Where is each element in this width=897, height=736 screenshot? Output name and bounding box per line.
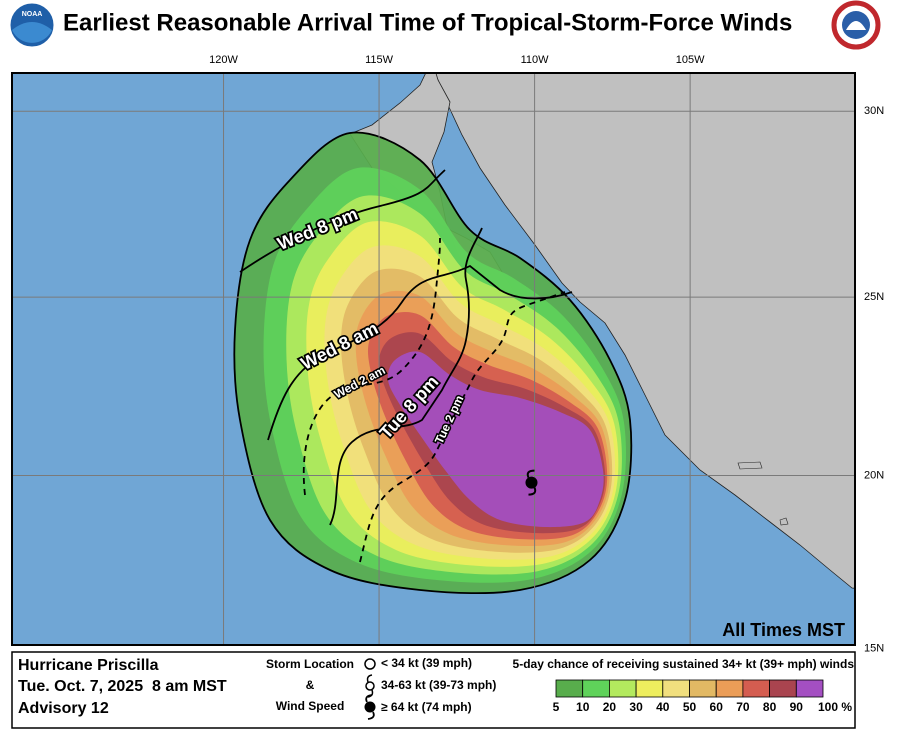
legend-tick-label: 50 <box>683 700 697 714</box>
legend-tick-label: 30 <box>629 700 643 714</box>
legend-swatch <box>635 679 664 698</box>
legend-tick-label: 60 <box>710 700 724 714</box>
storm-group <box>525 469 538 496</box>
storm-symbol <box>526 469 537 496</box>
map-area: Wed 8 pm Wed 8 am Wed 2 am Tue 8 pm Tue … <box>12 73 855 645</box>
contour-line <box>267 264 573 441</box>
legend: 5 10 20 30 40 50 60 70 80 90 100 % <box>553 679 852 714</box>
noaa-logo: NOAA <box>9 2 55 48</box>
storm-location <box>525 476 538 489</box>
island <box>779 517 789 526</box>
contour-line <box>239 169 446 273</box>
legend-swatch <box>609 679 637 698</box>
legend-title: 5-day chance of receiving sustained 34+ … <box>513 657 855 671</box>
advisory-time: Tue. Oct. 7, 2025 8 am MST <box>18 678 227 695</box>
key-symbol <box>364 694 376 720</box>
island <box>737 461 763 470</box>
contour-line <box>359 291 566 563</box>
map-frame <box>11 72 856 646</box>
legend-tick-label: 5 <box>553 700 560 714</box>
key-symbol <box>365 674 375 698</box>
land <box>434 73 855 589</box>
lon-tick-label: 120W <box>209 54 238 66</box>
key-title: & <box>306 678 315 692</box>
lat-tick-label: 20N <box>864 469 884 481</box>
legend-tick-label: 70 <box>736 700 750 714</box>
legend-swatch <box>582 679 610 698</box>
probability-band <box>387 351 604 528</box>
legend-tick-label: 40 <box>656 700 670 714</box>
key-item: < 34 kt (39 mph) <box>381 656 472 670</box>
contours <box>239 169 573 563</box>
legend-tick-label: 10 <box>576 700 590 714</box>
legend-tick-label: 100 % <box>818 700 852 714</box>
key-item: 34-63 kt (39-73 mph) <box>381 678 496 692</box>
nws-logo <box>831 0 881 50</box>
legend-swatch <box>689 679 717 698</box>
contour-line <box>329 227 483 526</box>
legend-swatch <box>795 679 824 698</box>
contour-line <box>302 237 441 496</box>
lon-tick-label: 110W <box>521 54 550 66</box>
time-note: All Times MST <box>722 620 845 640</box>
legend-tick-label: 20 <box>603 700 617 714</box>
lat-tick-label: 25N <box>864 291 884 303</box>
advisory-number: Advisory 12 <box>18 700 109 717</box>
lat-tick-label: 30N <box>864 105 884 117</box>
key-title: Wind Speed <box>276 699 345 713</box>
key-symbol <box>364 658 376 670</box>
legend-tick-label: 80 <box>763 700 777 714</box>
legend-swatch <box>555 679 584 698</box>
legend-swatch <box>769 679 797 698</box>
legend-swatch <box>715 679 744 698</box>
storm-name: Hurricane Priscilla <box>18 657 159 674</box>
key-item: ≥ 64 kt (74 mph) <box>381 700 472 714</box>
grid <box>12 73 855 645</box>
lon-tick-label: 115W <box>365 54 394 66</box>
lat-tick-label: 15N <box>864 642 884 654</box>
title: Earliest Reasonable Arrival Time of Trop… <box>63 9 792 36</box>
key-title: Storm Location <box>266 657 354 671</box>
legend-swatch <box>742 679 771 698</box>
logo-text: NOAA <box>22 11 43 18</box>
legend-tick-label: 90 <box>790 700 804 714</box>
lon-tick-label: 105W <box>676 54 705 66</box>
legend-swatch <box>662 679 690 698</box>
